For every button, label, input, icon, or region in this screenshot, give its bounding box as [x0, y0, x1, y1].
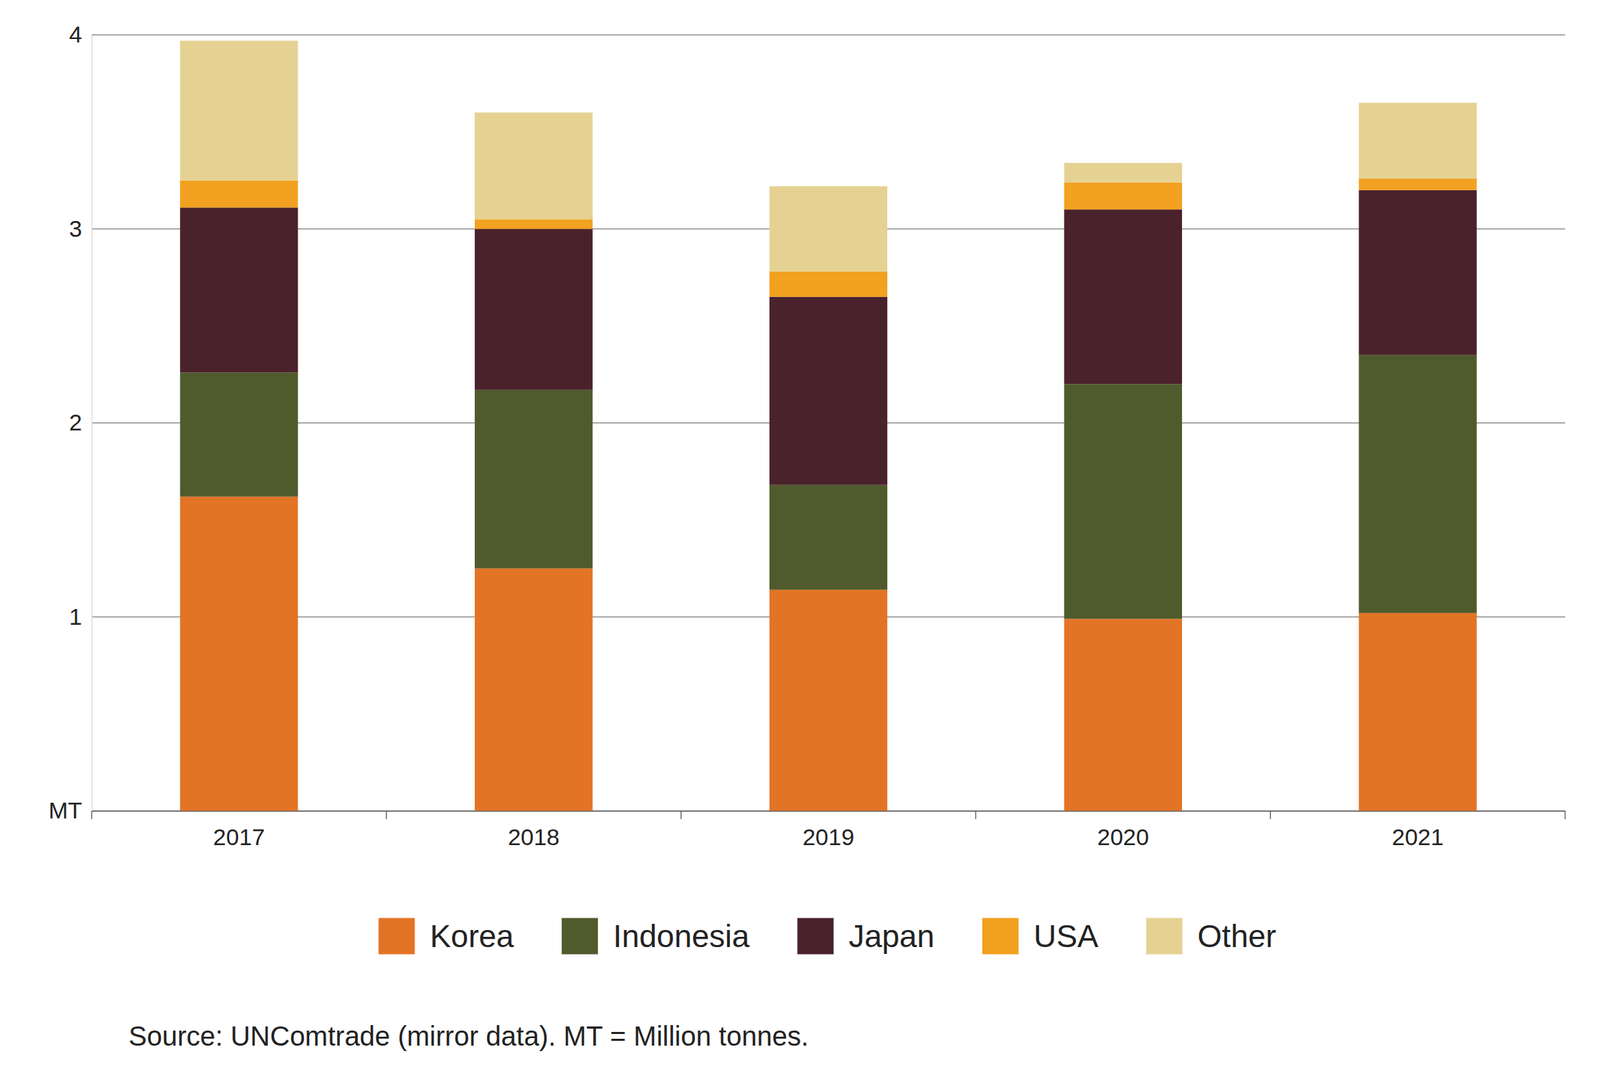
bar-segment	[179, 180, 298, 208]
y-tick-label: 3	[69, 215, 83, 242]
x-separator	[1269, 810, 1271, 819]
y-tick: MT	[48, 796, 92, 823]
x-tick: 2021	[1392, 810, 1445, 850]
bar-segment	[1064, 383, 1183, 619]
y-tick: 1	[69, 603, 92, 630]
legend-label: Japan	[848, 917, 935, 954]
x-separator	[90, 810, 93, 819]
legend-label: Other	[1197, 917, 1277, 954]
bar-segment	[179, 41, 298, 181]
x-tick-label: 2019	[802, 823, 855, 850]
x-tick: 2020	[1097, 810, 1150, 850]
legend-item: Korea	[378, 917, 514, 955]
x-tick-label: 2018	[507, 823, 560, 850]
x-separator	[975, 810, 977, 819]
legend-swatch	[1146, 917, 1183, 955]
y-axis: MT 1 2 3 4	[48, 21, 93, 823]
bar-segment	[474, 229, 593, 390]
bar-segment	[179, 496, 298, 811]
legend-swatch	[797, 917, 834, 955]
chart: MT 1 2 3 4 2017 2018 2019 2020 2021 Korea Indonesia…	[0, 0, 1600, 1073]
bar-segment	[474, 218, 593, 229]
bar-segment	[1064, 162, 1183, 182]
y-tick-label: 1	[69, 603, 83, 630]
legend: Korea Indonesia Japan USA Other	[378, 917, 1276, 955]
x-separator	[1564, 810, 1566, 819]
bar-segment	[769, 589, 888, 811]
x-separator	[680, 810, 683, 819]
y-tick: 3	[69, 215, 92, 242]
bar-segment	[1358, 190, 1477, 356]
legend-swatch	[982, 917, 1019, 955]
x-separator	[385, 810, 388, 819]
y-tick: 2	[69, 409, 92, 436]
legend-label: Indonesia	[612, 917, 750, 954]
y-tick-label: MT	[48, 796, 83, 823]
bar-segment	[179, 207, 298, 373]
source-note: Source: UNComtrade (mirror data). MT = M…	[128, 1020, 809, 1051]
bar-segment	[474, 112, 593, 219]
legend-label: Korea	[429, 917, 514, 954]
y-tick: 4	[69, 21, 92, 48]
bar-segment	[769, 186, 888, 272]
legend-item: Other	[1146, 917, 1277, 955]
y-axis-line	[91, 35, 93, 812]
legend-item: Indonesia	[561, 917, 750, 955]
grid-line	[91, 34, 1566, 36]
bar-segment	[1358, 102, 1477, 179]
x-tick: 2018	[507, 810, 560, 850]
bar-segment	[1064, 181, 1183, 210]
bar-segment	[769, 296, 888, 485]
bar-segment	[474, 389, 593, 569]
x-tick: 2019	[802, 810, 855, 850]
x-axis: 2017 2018 2019 2020 2021	[91, 810, 1566, 850]
bars	[179, 41, 1477, 811]
y-tick-label: 4	[69, 21, 83, 48]
y-tick-label: 2	[69, 409, 83, 436]
bar-segment	[1358, 355, 1477, 613]
bar-segment	[769, 271, 888, 297]
bar-segment	[1358, 178, 1477, 191]
legend-swatch	[378, 917, 415, 955]
bar-segment	[769, 484, 888, 590]
bar-segment	[1358, 612, 1477, 811]
legend-item: USA	[982, 917, 1099, 955]
bar-segment	[474, 568, 593, 811]
x-tick-label: 2017	[213, 823, 266, 850]
plot: MT 1 2 3 4 2017 2018 2019 2020 2021	[48, 21, 1566, 850]
x-tick-label: 2020	[1097, 823, 1150, 850]
legend-item: Japan	[797, 917, 935, 955]
x-tick: 2017	[213, 810, 266, 850]
legend-swatch	[561, 917, 598, 955]
bar-segment	[1064, 618, 1183, 811]
grid	[91, 34, 1566, 811]
bar-segment	[1064, 209, 1183, 384]
bar-segment	[179, 372, 298, 496]
x-tick-label: 2021	[1392, 823, 1445, 850]
legend-label: USA	[1033, 917, 1099, 954]
x-axis-line	[92, 810, 1566, 812]
